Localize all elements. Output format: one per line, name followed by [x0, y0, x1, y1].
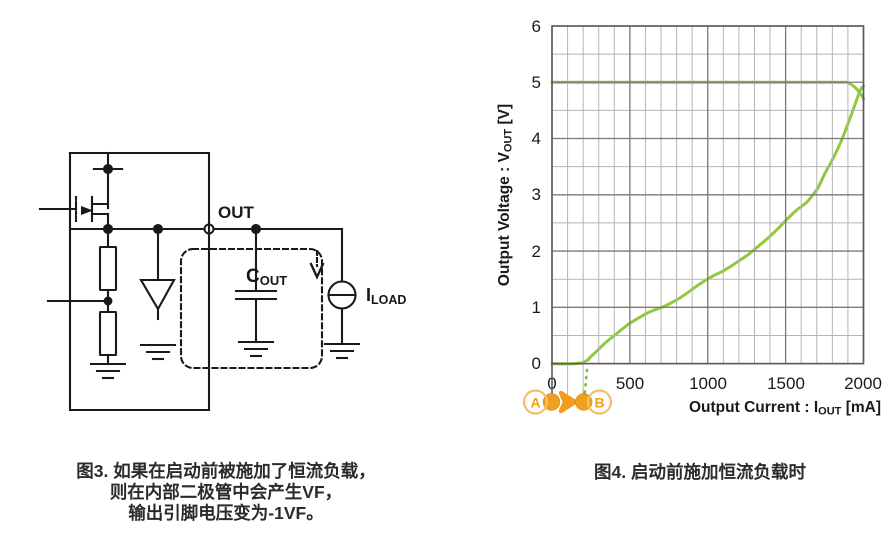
svg-text:2: 2: [532, 242, 541, 261]
svg-text:则在内部二极管中会产生VF，: 则在内部二极管中会产生VF，: [110, 482, 342, 502]
svg-text:2000: 2000: [844, 374, 882, 393]
svg-text:图4. 启动前施加恒流负载时: 图4. 启动前施加恒流负载时: [594, 462, 806, 482]
svg-text:500: 500: [616, 374, 644, 393]
svg-text:COUT: COUT: [246, 266, 287, 288]
svg-text:5: 5: [532, 73, 541, 92]
svg-text:3: 3: [532, 185, 541, 204]
svg-text:ILOAD: ILOAD: [366, 285, 406, 307]
svg-text:输出引脚电压变为-1VF。: 输出引脚电压变为-1VF。: [128, 503, 323, 523]
svg-text:1500: 1500: [767, 374, 805, 393]
svg-text:0: 0: [532, 354, 541, 373]
svg-text:图3. 如果在启动前被施加了恒流负载，: 图3. 如果在启动前被施加了恒流负载，: [76, 461, 375, 481]
svg-text:4: 4: [532, 129, 541, 148]
svg-text:Output Current : IOUT [mA]: Output Current : IOUT [mA]: [689, 399, 881, 418]
svg-text:1: 1: [532, 298, 541, 317]
svg-text:1000: 1000: [689, 374, 727, 393]
svg-text:6: 6: [532, 17, 541, 36]
svg-text:OUT: OUT: [218, 203, 255, 222]
svg-text:Output Voltage : VOUT [V]: Output Voltage : VOUT [V]: [496, 104, 515, 286]
svg-text:B: B: [594, 395, 604, 411]
svg-text:A: A: [530, 395, 540, 411]
